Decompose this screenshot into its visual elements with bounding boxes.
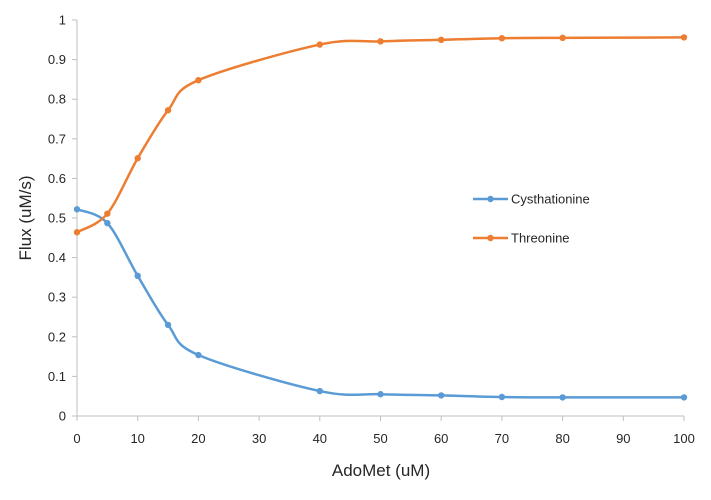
legend: Cysthationine Threonine xyxy=(473,192,590,246)
data-point xyxy=(73,206,81,213)
legend-swatch-marker xyxy=(487,195,494,203)
data-point xyxy=(73,229,81,236)
y-tick-label: 0.9 xyxy=(48,52,66,67)
y-tick-label: 0.6 xyxy=(48,171,66,186)
x-tick-labels: 0 10 20 30 40 50 60 70 80 90 100 xyxy=(73,431,694,446)
legend-label: Threonine xyxy=(511,231,570,246)
y-tick-label: 0 xyxy=(59,409,66,424)
y-tick-label: 0.7 xyxy=(48,131,66,146)
data-point xyxy=(498,393,506,401)
data-point xyxy=(316,387,323,395)
x-tick-label: 30 xyxy=(252,431,266,446)
legend-item-threonine: Threonine xyxy=(473,231,570,246)
data-point xyxy=(134,272,141,280)
x-tick-label: 20 xyxy=(191,431,205,446)
y-tick-label: 0.5 xyxy=(48,211,66,226)
data-point xyxy=(316,41,323,48)
data-point xyxy=(195,351,202,359)
series-line-cysthationine xyxy=(75,208,686,399)
x-tick-label: 50 xyxy=(373,431,387,446)
series-line-threonine xyxy=(75,36,686,234)
series-cysthationine xyxy=(73,206,688,401)
y-tick-label: 0.1 xyxy=(48,369,66,384)
y-axis-title: Flux (uM/s) xyxy=(16,176,35,261)
x-axis-title: AdoMet (uM) xyxy=(332,461,430,480)
data-point xyxy=(559,34,566,42)
data-point xyxy=(164,321,172,329)
data-point xyxy=(680,34,688,41)
y-tick-label: 0.3 xyxy=(48,290,66,305)
y-tick-label: 1 xyxy=(59,13,66,28)
data-point xyxy=(498,35,506,42)
data-point xyxy=(438,36,445,43)
data-point xyxy=(134,155,141,162)
y-tick-label: 0.4 xyxy=(48,250,66,265)
x-tick-label: 80 xyxy=(555,431,569,446)
x-tick-label: 90 xyxy=(616,431,630,446)
x-tick-label: 0 xyxy=(73,431,80,446)
axes xyxy=(72,19,685,421)
x-tick-label: 40 xyxy=(313,431,327,446)
data-point xyxy=(438,392,445,399)
legend-label: Cysthationine xyxy=(511,192,590,207)
data-point xyxy=(680,394,688,401)
x-tick-label: 60 xyxy=(434,431,448,446)
y-tick-labels: 0 0.1 0.2 0.3 0.4 0.5 0.6 0.7 0.8 0.9 1 xyxy=(48,13,66,424)
legend-swatch-marker xyxy=(487,234,494,242)
data-point xyxy=(559,394,566,401)
y-tick-label: 0.8 xyxy=(48,92,66,107)
series-threonine xyxy=(73,34,688,236)
data-point xyxy=(377,38,384,45)
x-tick-label: 10 xyxy=(130,431,144,446)
data-point xyxy=(377,391,384,398)
y-tick-label: 0.2 xyxy=(48,329,66,344)
data-point xyxy=(104,219,111,227)
x-tick-label: 70 xyxy=(495,431,509,446)
data-point xyxy=(195,76,202,84)
data-point xyxy=(104,210,111,217)
x-tick-label: 100 xyxy=(673,431,695,446)
data-point xyxy=(164,107,172,114)
series-layer xyxy=(73,34,688,401)
legend-item-cysthationine: Cysthationine xyxy=(473,192,590,207)
